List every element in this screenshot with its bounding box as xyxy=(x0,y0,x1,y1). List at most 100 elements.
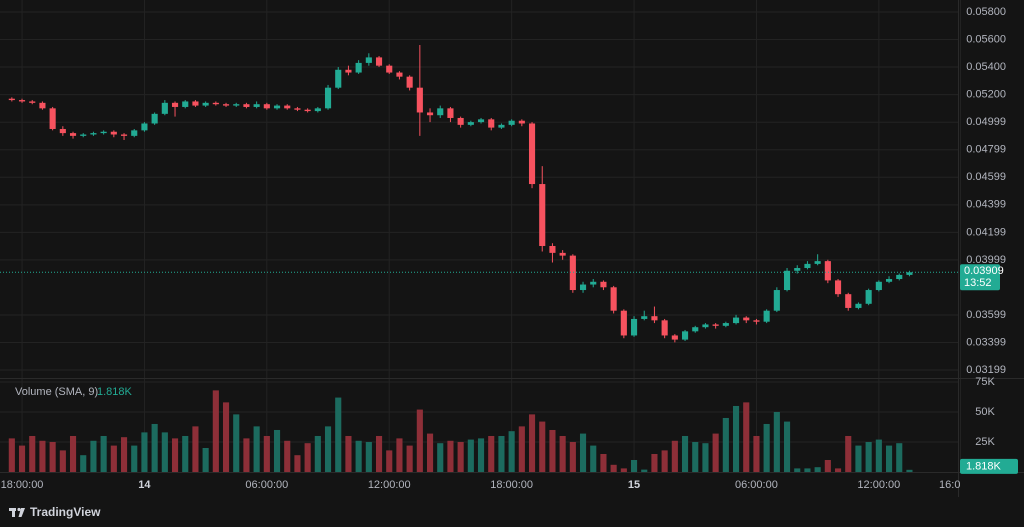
candle-body xyxy=(406,76,413,88)
candle-body xyxy=(753,320,760,322)
candle-body xyxy=(263,104,270,109)
volume-bar xyxy=(151,423,158,472)
candle-body xyxy=(681,331,689,340)
candle-body xyxy=(722,323,729,326)
volume-bar xyxy=(477,438,485,472)
volume-tick-label: 25K xyxy=(975,436,995,448)
brand-logo[interactable] xyxy=(9,507,25,517)
y-tick-label: 0.03399 xyxy=(966,336,1006,348)
candle-body xyxy=(355,62,362,73)
volume-bar xyxy=(243,438,250,472)
candle-body xyxy=(906,272,913,275)
candle-body xyxy=(855,303,862,308)
candle-body xyxy=(273,105,281,109)
volume-bar xyxy=(457,441,464,472)
x-tick-label: 16:00:00 xyxy=(939,479,982,491)
candle-body xyxy=(814,261,821,264)
volume-bar xyxy=(641,469,648,472)
y-tick-label: 0.04399 xyxy=(966,199,1006,211)
volume-bar xyxy=(804,468,811,472)
volume-bar xyxy=(284,440,291,472)
candle-body xyxy=(69,133,77,136)
candle-body xyxy=(539,184,546,246)
candle-body xyxy=(90,133,97,135)
candle-body xyxy=(294,108,301,110)
volume-bar xyxy=(539,421,546,472)
candle-body xyxy=(845,294,852,308)
volume-bar xyxy=(406,445,413,472)
volume-bar xyxy=(80,455,87,472)
volume-bar xyxy=(824,459,831,472)
volume-bar xyxy=(559,435,566,472)
candle-body xyxy=(212,102,219,105)
candle-body xyxy=(834,280,842,295)
volume-bar xyxy=(426,433,434,472)
y-tick-label: 0.05200 xyxy=(966,88,1006,100)
candle-body xyxy=(314,108,321,112)
candle-body xyxy=(620,310,627,336)
candle-body xyxy=(794,268,801,271)
candle-body xyxy=(896,274,903,280)
last-volume-box xyxy=(960,458,1018,474)
candle-body xyxy=(100,131,107,134)
y-tick-label: 0.04599 xyxy=(966,171,1006,183)
candle-body xyxy=(233,104,240,106)
volume-bar xyxy=(732,405,740,472)
candle-body xyxy=(416,87,423,113)
volume-bar xyxy=(753,435,760,472)
candle-body xyxy=(375,57,383,66)
candle-body xyxy=(712,324,719,326)
candle-body xyxy=(447,108,454,118)
volume-bar xyxy=(29,435,36,472)
candle-body xyxy=(324,87,332,109)
candle-body xyxy=(783,270,791,291)
volume-bar xyxy=(263,435,270,472)
candle-body xyxy=(773,290,780,311)
volume-bar xyxy=(131,445,138,472)
candle-body xyxy=(386,65,393,73)
candle-body xyxy=(824,261,831,281)
candle-body xyxy=(59,128,66,134)
volume-bar xyxy=(814,467,821,472)
candle-body xyxy=(253,104,260,107)
volume-bar xyxy=(692,441,699,472)
volume-bar xyxy=(783,421,791,472)
y-tick-label: 0.05800 xyxy=(966,6,1006,18)
volume-bar xyxy=(18,445,26,472)
candle-body xyxy=(569,255,576,291)
candle-body xyxy=(141,123,148,131)
volume-bar xyxy=(324,426,332,472)
volume-bar xyxy=(141,432,148,472)
candle-body xyxy=(692,327,699,332)
time-axis: 18:00:00 14 06:00:00 12:00:00 18:00:00 15 06:0… xyxy=(1,479,982,491)
volume-bar xyxy=(885,445,893,472)
x-tick-label: 18:00:00 xyxy=(490,479,533,491)
candle-body xyxy=(365,57,372,63)
x-tick-label: 18:00:00 xyxy=(1,479,44,491)
brand-name[interactable]: TradingView xyxy=(30,505,101,519)
candle-body xyxy=(641,316,648,319)
x-tick-label: 14 xyxy=(138,479,151,491)
candle-body xyxy=(39,102,46,109)
x-tick-label: 15 xyxy=(628,479,640,491)
volume-bar xyxy=(569,441,576,472)
candle-body xyxy=(222,104,230,106)
candle-body xyxy=(29,101,36,103)
volume-bar xyxy=(671,440,678,472)
volume-bar xyxy=(528,414,536,472)
volume-bar xyxy=(590,445,597,472)
candle-body xyxy=(518,120,525,124)
volume-bar xyxy=(855,445,862,472)
candle-body xyxy=(202,102,209,106)
last-volume-label: 1.818K xyxy=(966,461,1002,473)
y-tick-label: 0.04999 xyxy=(966,116,1006,128)
volume-tick-label: 50K xyxy=(975,406,995,418)
volume-bar xyxy=(600,453,607,472)
volume-bar xyxy=(59,450,66,472)
candle-body xyxy=(743,317,750,321)
volume-bar xyxy=(294,455,301,472)
candle-body xyxy=(498,124,505,128)
candle-body xyxy=(488,119,495,128)
candle-body xyxy=(661,320,668,336)
